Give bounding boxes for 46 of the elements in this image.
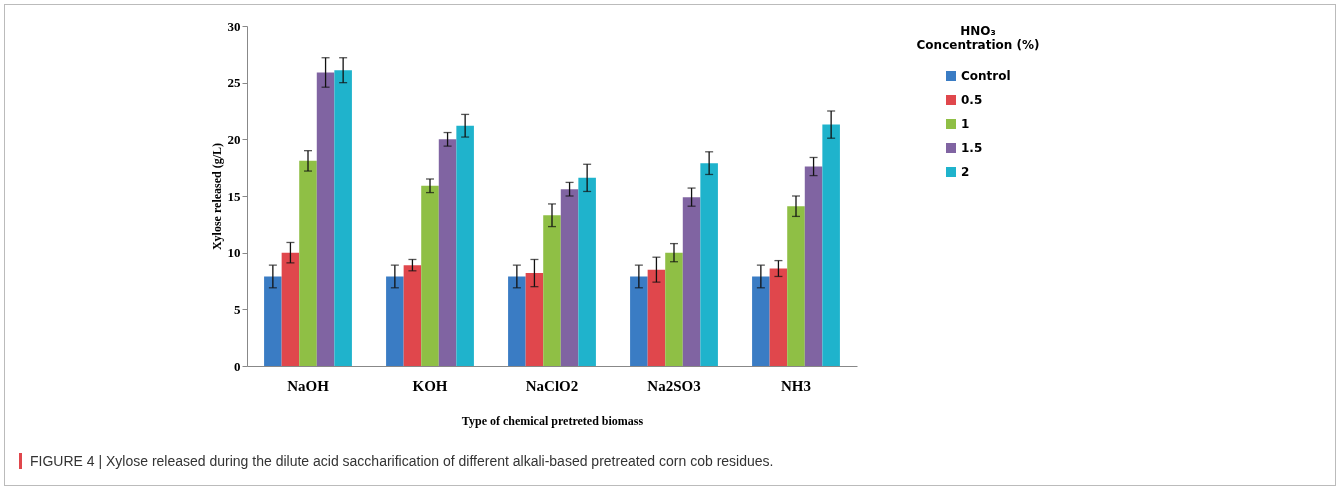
bar (525, 273, 544, 366)
bar (647, 269, 666, 366)
legend-label: 0.5 (961, 93, 983, 107)
legend-label: 1.5 (961, 141, 983, 155)
bar (578, 177, 596, 366)
legend-title: HNO₃ Concentration (%) (916, 24, 1040, 52)
bar (264, 276, 282, 366)
legend-label: 1 (961, 117, 970, 131)
bar (769, 268, 788, 366)
bar (456, 125, 474, 366)
bar (299, 160, 317, 366)
y-tick-label: 20 (227, 131, 241, 147)
x-tick-label: NaClO2 (525, 377, 579, 394)
y-tick-label: 25 (227, 75, 241, 91)
x-axis-title: Type of chemical pretreted biomass (461, 413, 644, 428)
bar (682, 197, 701, 366)
legend-label: 2 (961, 165, 970, 179)
bar (281, 252, 300, 366)
y-axis-title: Xylose released (g/L) (209, 142, 224, 251)
y-tick-label: 15 (227, 188, 241, 204)
bar (386, 276, 404, 366)
bar (630, 276, 648, 366)
x-tick-label: NH3 (781, 377, 811, 394)
bar (438, 139, 457, 366)
y-tick-label: 30 (227, 18, 241, 34)
bar (508, 276, 526, 366)
bar (822, 124, 840, 366)
x-tick-label: NaOH (287, 377, 330, 394)
y-tick-label: 5 (234, 301, 241, 317)
x-tick-label: Na2SO3 (647, 377, 701, 394)
legend-label: Control (961, 69, 1011, 83)
bar (560, 189, 579, 366)
x-tick-label: KOH (412, 377, 448, 394)
bar (787, 206, 805, 366)
bar (665, 252, 683, 366)
bar (403, 265, 422, 366)
bar (334, 70, 352, 366)
bar (700, 163, 718, 366)
y-tick-label: 10 (227, 245, 241, 261)
bar (316, 72, 335, 366)
bar (543, 215, 561, 366)
y-tick-label: 0 (234, 358, 241, 374)
bar (421, 185, 439, 366)
caption: FIGURE 4 | Xylose released during the dilute acid saccharification of different alkali-based pretreated corn cob residues. (30, 453, 774, 469)
bar (804, 166, 823, 366)
bar (752, 276, 770, 366)
